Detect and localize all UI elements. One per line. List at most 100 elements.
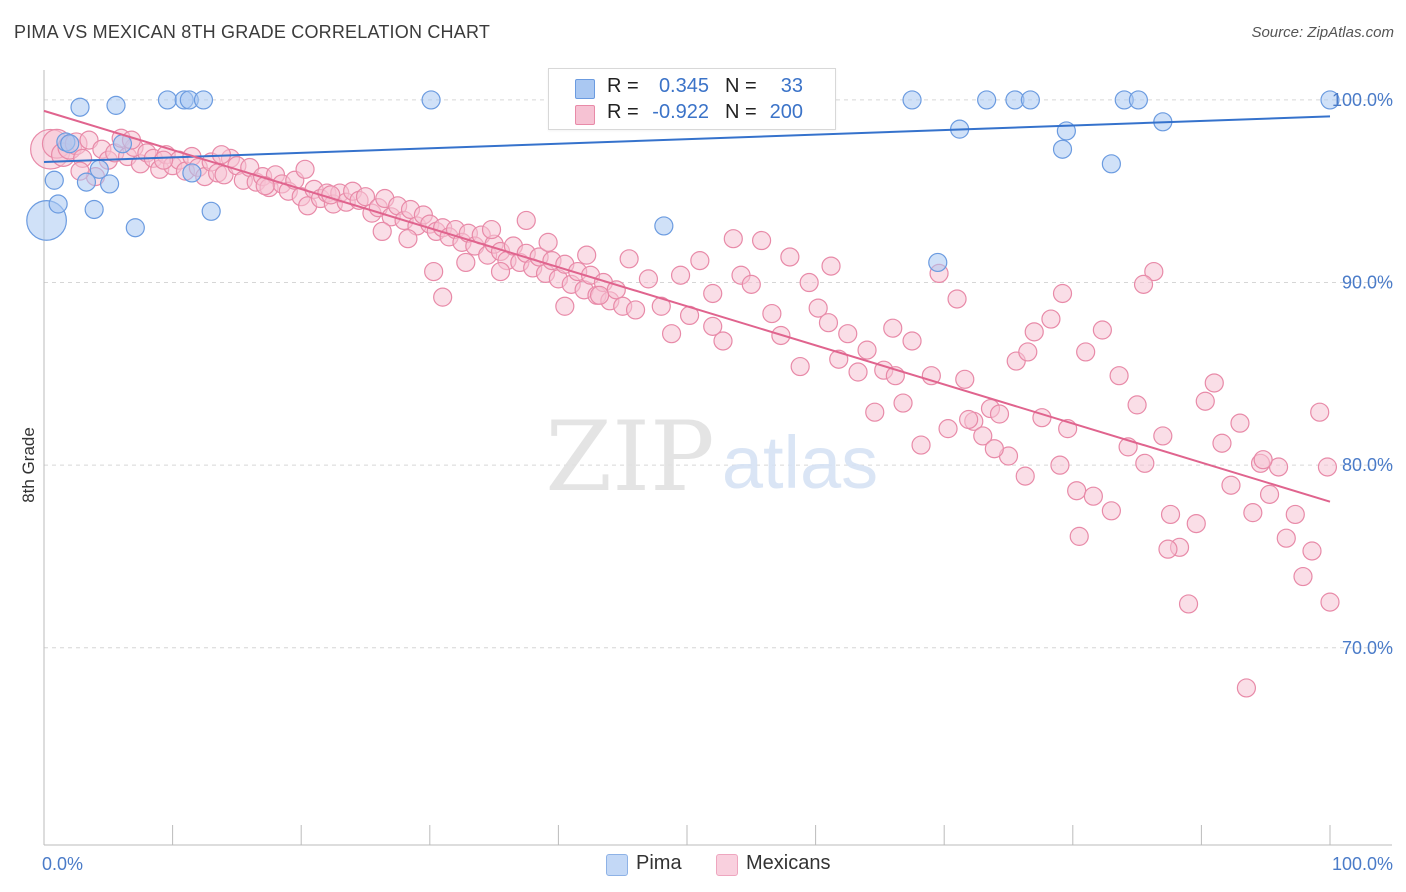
mexicans-point (295, 159, 315, 179)
legend-swatch-pima (575, 79, 595, 99)
watermark: ZIP atlas (545, 401, 878, 513)
legend-r-value-pima: 0.345 (658, 75, 709, 97)
mexicans-point (670, 265, 691, 285)
mexicans-point (808, 298, 828, 318)
y-tick-label: 100.0% (1332, 90, 1393, 110)
mexicans-point (153, 150, 174, 170)
mexicans-point (398, 229, 418, 249)
pima-point (84, 199, 104, 220)
mexicans-point (703, 316, 723, 336)
mexicans-point (1153, 426, 1173, 446)
mexicans-point (984, 439, 1004, 459)
legend-r-label: R = (607, 101, 639, 123)
mexicans-point (555, 296, 575, 316)
tick-labels: 100.0% 90.0% 80.0% 70.0% 0.0% 100.0% (42, 90, 1393, 874)
mexicans-point (780, 247, 800, 267)
mexicans-point (848, 362, 868, 382)
mexicans-point (538, 232, 558, 252)
mexicans-point (1018, 342, 1038, 362)
legend-row-pima: R = 0.345 N = 33 (549, 75, 835, 101)
mexicans-point (433, 287, 453, 307)
mexicans-point (799, 272, 819, 293)
mexicans-point (1069, 526, 1089, 546)
mexicans-point (959, 409, 979, 430)
mexicans-point (741, 274, 761, 294)
pima-point (125, 218, 145, 238)
mexicans-point (1317, 457, 1338, 477)
y-axis-label: 8th Grade (19, 427, 38, 503)
mexicans-point (638, 269, 659, 289)
mexicans-point (762, 303, 782, 324)
legend-n-value-pima: 33 (780, 75, 803, 97)
mexicans-point (1158, 539, 1178, 559)
mexicans-point (1135, 453, 1155, 473)
mexicans-point (1127, 395, 1147, 415)
legend-swatch-mexicans (716, 854, 738, 876)
mexicans-point (947, 289, 967, 309)
pima-point (99, 174, 120, 194)
mexicans-point (372, 221, 392, 241)
mexicans-point (973, 426, 993, 446)
mexicans-point (589, 285, 610, 305)
pima-point (977, 90, 997, 110)
pima-point (182, 163, 202, 183)
mexicans-point (1186, 513, 1206, 534)
pima-point (1101, 154, 1121, 174)
mexicans-point (1076, 342, 1096, 362)
mexicans-point (1133, 274, 1154, 294)
mexicans-point (1293, 566, 1313, 587)
mexicans-point (1024, 322, 1044, 342)
mexicans-point (989, 404, 1010, 424)
mexicans-point (1276, 528, 1296, 548)
pima-point (654, 216, 674, 236)
legend-swatch-mexicans (575, 105, 595, 125)
mexicans-point (1092, 320, 1112, 340)
legend-n-label: N = (725, 75, 757, 97)
mexicans-point (625, 300, 646, 320)
mexicans-point (821, 256, 841, 276)
mexicans-point (1067, 481, 1087, 501)
mexicans-point (838, 324, 858, 344)
mexicans-point (481, 219, 502, 240)
mexicans-point (883, 318, 903, 338)
mexicans-point (577, 245, 597, 265)
legend-label-pima: Pima (636, 852, 682, 874)
mexicans-point (1221, 475, 1241, 495)
pima-point (193, 90, 214, 110)
pima-point (421, 90, 441, 110)
pima-trend-line (43, 115, 1331, 164)
mexicans-point (651, 296, 671, 316)
y-tick-label: 90.0% (1342, 273, 1393, 293)
mexicans-point (1015, 466, 1035, 486)
mexicans-point (456, 252, 476, 273)
mexicans-point (255, 176, 275, 196)
mexicans-point (1050, 455, 1070, 475)
mexicans-trend-line (43, 109, 1331, 503)
source-label: Source: ZipAtlas.com (1251, 24, 1394, 41)
pima-point (1128, 90, 1148, 110)
mexicans-point (1236, 678, 1257, 698)
pima-point (48, 194, 68, 214)
watermark-zip: ZIP (545, 401, 714, 513)
pima-point (201, 201, 221, 221)
mexicans-point (1268, 457, 1289, 477)
mexicans-point (703, 283, 723, 304)
mexicans-point (1243, 503, 1263, 523)
legend-n-value-mexicans: 200 (769, 101, 803, 123)
mexicans-point (516, 210, 536, 231)
mexicans-point (1320, 592, 1340, 612)
legend-r-label: R = (607, 75, 639, 97)
mexicans-point (818, 313, 839, 333)
chart-title: PIMA VS MEXICAN 8TH GRADE CORRELATION CH… (14, 22, 491, 42)
mexicans-point (1212, 433, 1232, 453)
mexicans-point (490, 261, 511, 282)
mexicans-point (751, 230, 772, 251)
mexicans-point (1144, 261, 1164, 282)
mexicans-point (1101, 501, 1121, 521)
mexicans-point (1310, 402, 1330, 422)
axes (43, 70, 1392, 846)
mexicans-point (1109, 366, 1129, 386)
mexicans-point (1052, 283, 1073, 304)
mexicans-point (1259, 484, 1280, 504)
